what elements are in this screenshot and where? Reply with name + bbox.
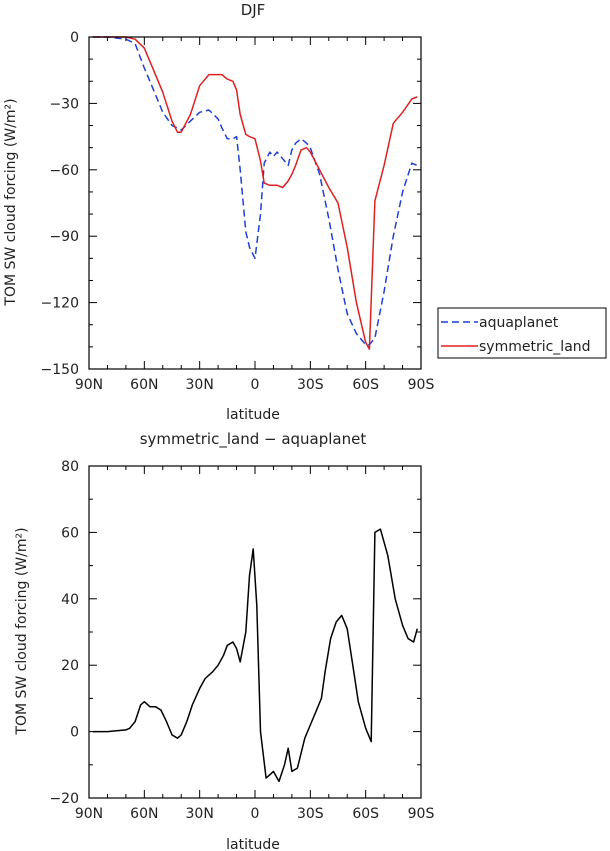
top-y-tick-label: −30: [49, 96, 79, 112]
bottom-y-tick-label: 20: [61, 658, 79, 674]
top-x-tick-label: 30N: [186, 377, 214, 393]
bottom-y-tick-label: 40: [61, 592, 79, 608]
top-y-tick-label: −120: [41, 296, 79, 312]
bottom-x-tick-label: 60S: [352, 806, 379, 822]
top-y-tick-label: −60: [49, 163, 79, 179]
bottom-y-tick-label: 0: [70, 725, 79, 741]
top-x-tick-label: 60S: [352, 377, 379, 393]
bottom-y-tick-label: 80: [61, 459, 79, 475]
bottom-y-axis-title: TOM SW cloud forcing (W/m²): [14, 527, 30, 735]
bottom-x-tick-label: 90S: [408, 806, 435, 822]
bottom-x-tick-label: 0: [251, 806, 260, 822]
top-x-axis-title: latitude: [226, 407, 280, 423]
bottom-series-line-difference: [92, 528, 419, 783]
bottom-x-tick-label: 60N: [130, 806, 158, 822]
top-plot-frame: [88, 36, 422, 370]
top-y-tick-label: 0: [70, 30, 79, 46]
bottom-chart-title: symmetric_land − aquaplanet: [140, 430, 367, 449]
top-x-tick-label: 60N: [130, 377, 158, 393]
top-chart-legend: aquaplanet symmetric_land: [437, 307, 607, 359]
top-series-line-symmetric-land: [92, 36, 418, 350]
legend-frame: [437, 307, 607, 359]
legend-label-aquaplanet: aquaplanet: [479, 315, 559, 331]
bottom-x-tick-label: 90N: [75, 806, 103, 822]
bottom-y-tick-label: −20: [49, 791, 79, 807]
top-x-tick-label: 30S: [297, 377, 324, 393]
bottom-x-tick-label: 30S: [297, 806, 324, 822]
bottom-chart-panel: symmetric_land − aquaplanet latitude TOM…: [14, 430, 434, 851]
top-x-tick-label: 90S: [408, 377, 435, 393]
top-series-line-aquaplanet: [92, 36, 418, 346]
top-chart-panel: DJF latitude TOM SW cloud forcing (W/m²)…: [3, 1, 434, 423]
legend-label-symmetric-land: symmetric_land: [479, 339, 591, 355]
top-y-axis-title: TOM SW cloud forcing (W/m²): [3, 98, 19, 306]
bottom-x-axis-title: latitude: [226, 837, 280, 851]
top-x-tick-label: 0: [251, 377, 260, 393]
bottom-plot-frame: [88, 465, 422, 799]
top-x-tick-label: 90N: [75, 377, 103, 393]
top-y-tick-label: −90: [49, 229, 79, 245]
bottom-y-tick-label: 60: [61, 525, 79, 541]
top-y-tick-label: −150: [41, 362, 79, 378]
top-chart-title: DJF: [241, 1, 266, 19]
bottom-x-tick-label: 30N: [186, 806, 214, 822]
